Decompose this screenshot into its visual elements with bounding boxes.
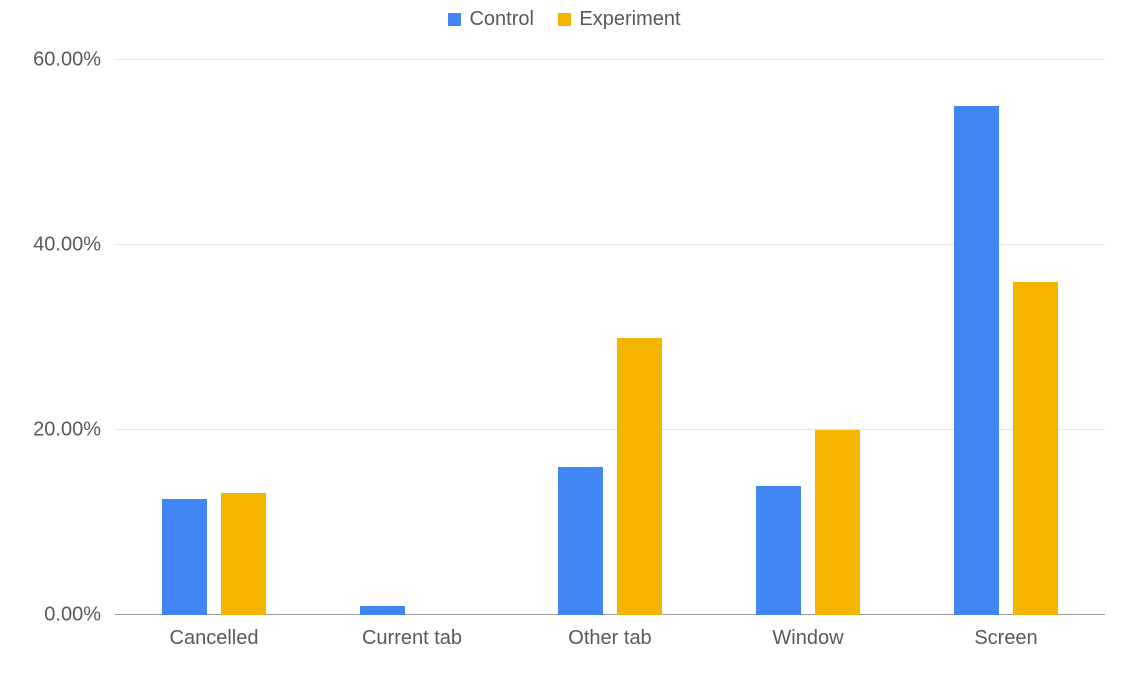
- bar-group: Screen: [907, 60, 1105, 615]
- y-tick-label: 60.00%: [33, 49, 101, 72]
- bar: [558, 467, 603, 615]
- bar-group: Cancelled: [115, 60, 313, 615]
- bar: [617, 338, 662, 616]
- bar: [162, 499, 207, 615]
- legend-label-control: Control: [469, 8, 533, 31]
- y-tick-label: 0.00%: [44, 604, 101, 627]
- bar-group: Current tab: [313, 60, 511, 615]
- bar-group: Other tab: [511, 60, 709, 615]
- bar: [756, 486, 801, 616]
- legend: Control Experiment: [0, 8, 1129, 31]
- x-tick-label: Window: [772, 627, 843, 650]
- y-tick-label: 20.00%: [33, 419, 101, 442]
- chart-container: Control Experiment 0.00%20.00%40.00%60.0…: [0, 0, 1129, 682]
- legend-item-control: Control: [448, 8, 533, 31]
- plot-area: 0.00%20.00%40.00%60.00%CancelledCurrent …: [115, 60, 1105, 615]
- bar: [954, 106, 999, 615]
- x-tick-label: Other tab: [568, 627, 651, 650]
- bar: [360, 606, 405, 615]
- legend-swatch-experiment: [558, 13, 571, 26]
- bar: [221, 493, 266, 615]
- bar-group: Window: [709, 60, 907, 615]
- x-tick-label: Cancelled: [170, 627, 259, 650]
- x-tick-label: Current tab: [362, 627, 462, 650]
- legend-label-experiment: Experiment: [579, 8, 680, 31]
- x-tick-label: Screen: [974, 627, 1037, 650]
- legend-swatch-control: [448, 13, 461, 26]
- bar: [1013, 282, 1058, 615]
- legend-item-experiment: Experiment: [558, 8, 680, 31]
- y-tick-label: 40.00%: [33, 234, 101, 257]
- bar: [815, 430, 860, 615]
